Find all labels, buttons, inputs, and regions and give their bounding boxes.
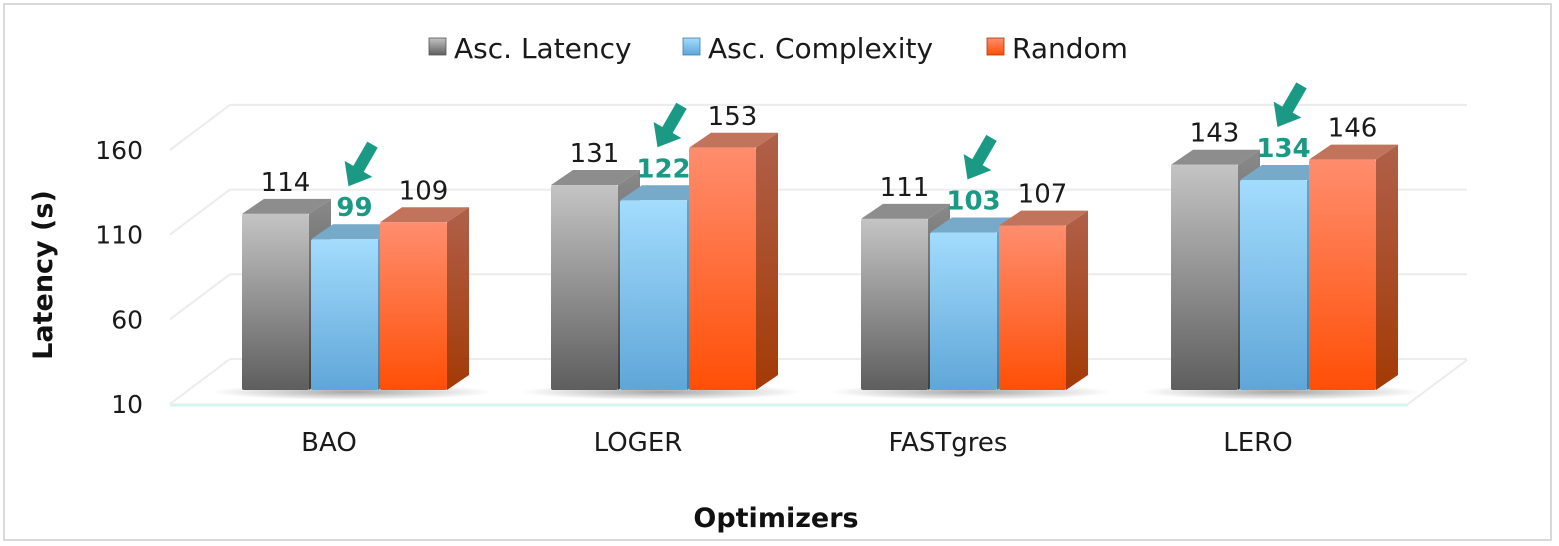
orange-cube-swatch-icon — [986, 37, 1005, 56]
blue-cube-swatch-icon — [682, 37, 701, 56]
bar-group-lero — [1141, 144, 1421, 400]
legend-label: Random — [1012, 32, 1128, 65]
y-tick-label: 160 — [95, 136, 143, 165]
value-label: 146 — [1328, 114, 1378, 144]
floor-line — [170, 359, 1468, 407]
legend-label: Asc. Latency — [454, 32, 632, 65]
legend-item-asc-complexity[interactable]: Asc. Complexity — [682, 32, 933, 65]
highlight-value-label: 99 — [336, 193, 372, 223]
bar-random-fastgres[interactable] — [999, 210, 1088, 390]
bars — [212, 132, 1421, 400]
gray-cube-swatch-icon — [428, 37, 447, 56]
x-tick-label: BAO — [301, 428, 357, 458]
value-label: 109 — [399, 176, 449, 206]
bar-random-loger[interactable] — [689, 132, 778, 390]
x-tick-label: LERO — [1223, 428, 1292, 458]
chart-frame — [3, 3, 1552, 541]
highlight-value-label: 103 — [946, 186, 1000, 216]
down-left-arrow-icon — [963, 134, 997, 180]
bar-group-fastgres — [831, 203, 1111, 400]
value-label: 114 — [261, 168, 311, 198]
down-left-arrow-icon — [1273, 82, 1307, 127]
y-tick-label: 110 — [95, 221, 143, 250]
x-axis-title: Optimizers — [693, 503, 858, 534]
x-tick-label: FASTgres — [889, 428, 1008, 458]
value-label: 153 — [708, 102, 758, 132]
data-labels: 114 99 109 131 122 153 111 103 107 143 134 146 — [261, 102, 1378, 223]
legend-item-asc-latency[interactable]: Asc. Latency — [428, 32, 632, 65]
legend: Asc. Latency Asc. Complexity Random — [428, 32, 1128, 65]
highlight-arrows — [344, 82, 1307, 187]
y-tick-label: 60 — [111, 305, 143, 334]
legend-label: Asc. Complexity — [708, 32, 933, 65]
highlight-value-label: 122 — [636, 154, 690, 184]
bar-random-lero[interactable] — [1309, 144, 1398, 390]
bar-random-bao[interactable] — [380, 207, 469, 390]
value-label: 107 — [1018, 180, 1068, 210]
down-left-arrow-icon — [344, 141, 378, 187]
legend-item-random[interactable]: Random — [986, 32, 1128, 65]
bar-group-loger — [521, 132, 801, 400]
y-axis-ticks: 10 60 110 160 — [95, 136, 143, 419]
value-label: 143 — [1190, 119, 1240, 149]
x-tick-label: LOGER — [594, 428, 683, 458]
value-label: 111 — [880, 173, 930, 203]
x-axis-ticks: BAO LOGER FASTgres LERO — [301, 428, 1293, 458]
highlight-value-label: 134 — [1256, 134, 1310, 164]
value-label: 131 — [570, 139, 620, 169]
y-tick-label: 10 — [111, 390, 143, 419]
bar-group-bao — [212, 198, 492, 400]
down-left-arrow-icon — [653, 102, 687, 148]
y-axis-title: Latency (s) — [28, 190, 59, 360]
